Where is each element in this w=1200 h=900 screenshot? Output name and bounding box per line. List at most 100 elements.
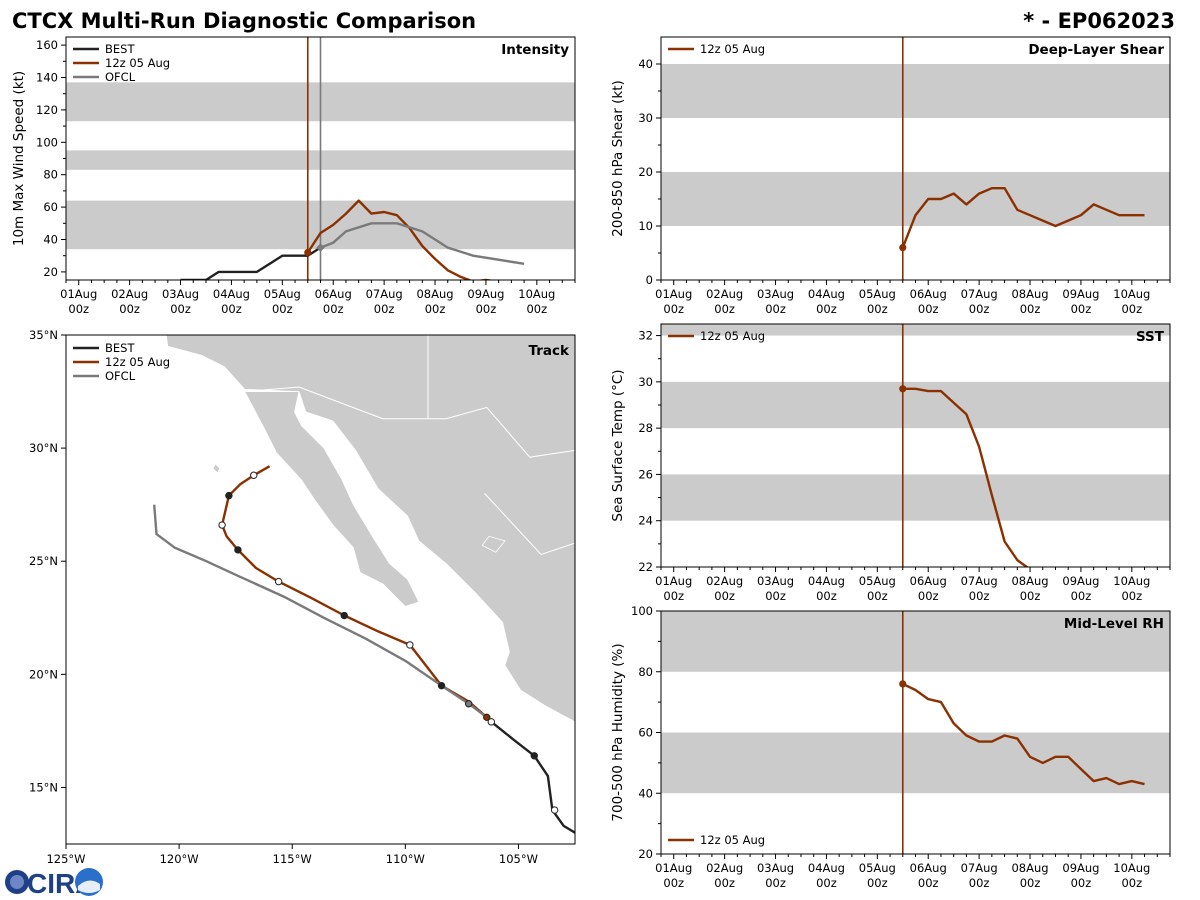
intensity-ytick-label-3: 80 [43,168,58,182]
track-series-ofcl [153,504,488,719]
track-marker-0 [550,806,559,814]
sst-title: SST [1136,329,1165,345]
track-xtick-label-0: 125°W [46,852,85,866]
shear-xtick-label-7: 08Aug [1011,287,1048,301]
intensity-ytick-label-1: 40 [43,233,58,247]
intensity-ytick-label-7: 160 [36,38,58,52]
intensity-legend-label-0: BEST [105,42,135,56]
intensity-xtick-sub-8: 00z [476,302,497,316]
track-marker-12 [250,471,258,479]
sst-xtick-sub-2: 00z [765,589,786,603]
rh-xtick-sub-2: 00z [765,876,786,890]
sst-ytick-label-3: 28 [638,421,653,435]
track-legend-label-2: OFCL [105,369,136,383]
sst-band-2 [661,324,1170,336]
sst-ytick-label-1: 24 [638,514,653,528]
intensity-xtick-sub-9: 00z [526,302,547,316]
sst-xtick-label-6: 07Aug [961,574,998,588]
rh-xtick-label-0: 01Aug [655,861,692,875]
intensity-xtick-sub-3: 00z [221,302,242,316]
intensity-title: Intensity [501,42,569,58]
track-land-mainland-detail [481,535,506,553]
shear-xtick-label-0: 01Aug [655,287,692,301]
rh-ytick-label-4: 100 [631,604,653,618]
intensity-panel: 2040608010012014016001Aug00z02Aug00z03Au… [11,36,576,316]
rh-ytick-label-2: 60 [638,726,653,740]
intensity-ytick-label-5: 120 [36,103,58,117]
shear-xtick-label-3: 04Aug [808,287,845,301]
sst-xtick-label-7: 08Aug [1011,574,1048,588]
shear-ytick-label-4: 40 [638,57,653,71]
track-ytick-label-4: 35°N [29,328,58,342]
rh-marker-0 [899,680,907,688]
shear-xtick-label-2: 03Aug [757,287,794,301]
intensity-xtick-sub-4: 00z [272,302,293,316]
intensity-xtick-sub-5: 00z [323,302,344,316]
track-border-mx-states [484,493,575,556]
sst-xtick-sub-3: 00z [816,589,837,603]
intensity-plot-area [66,37,575,280]
sst-xtick-label-4: 05Aug [859,574,896,588]
track-marker-7 [340,611,348,620]
track-xtick-label-1: 120°W [160,852,199,866]
shear-legend-label-0: 12z 05 Aug [700,42,765,56]
rh-xtick-sub-5: 00z [918,876,939,890]
intensity-xtick-label-4: 05Aug [264,287,301,301]
sst-xtick-label-8: 09Aug [1062,574,1099,588]
rh-xtick-label-5: 06Aug [910,861,947,875]
intensity-ytick-label-6: 140 [36,71,58,85]
sst-xtick-sub-0: 00z [663,589,684,603]
shear-xtick-label-8: 09Aug [1062,287,1099,301]
track-xtick-label-2: 115°W [273,852,312,866]
track-marker-9 [234,546,242,554]
intensity-xtick-sub-6: 00z [374,302,395,316]
sst-ytick-label-2: 26 [638,467,653,481]
track-legend-label-1: 12z 05 Aug [105,355,170,369]
track-ytick-label-2: 25°N [29,554,58,568]
rh-band-1 [661,611,1170,672]
sst-xtick-sub-8: 00z [1071,589,1092,603]
track-marker-2 [487,718,495,726]
rh-xtick-label-1: 02Aug [706,861,743,875]
storm-id: * - EP062023 [1023,9,1175,33]
rh-xtick-sub-9: 00z [1121,876,1142,890]
sst-xtick-sub-7: 00z [1020,589,1041,603]
rh-xtick-label-9: 10Aug [1113,861,1150,875]
sst-plot-area [661,324,1170,567]
intensity-xtick-sub-7: 00z [425,302,446,316]
rh-xtick-sub-3: 00z [816,876,837,890]
intensity-xtick-sub-1: 00z [119,302,140,316]
shear-xtick-sub-7: 00z [1020,302,1041,316]
intensity-legend-label-2: OFCL [105,70,136,84]
sst-ytick-label-0: 22 [638,560,653,574]
intensity-xtick-label-2: 03Aug [162,287,199,301]
figure-title: CTCX Multi-Run Diagnostic Comparison [12,9,476,33]
track-marker-5 [437,681,446,690]
shear-xtick-sub-1: 00z [714,302,735,316]
rh-xtick-label-8: 09Aug [1062,861,1099,875]
sst-xtick-label-9: 10Aug [1113,574,1150,588]
intensity-xtick-label-8: 09Aug [467,287,504,301]
rh-xtick-sub-8: 00z [1071,876,1092,890]
shear-panel: 01020304001Aug00z02Aug00z03Aug00z04Aug00… [610,36,1171,316]
rh-series-12z-05-aug [902,682,1145,786]
sst-ylabel: Sea Surface Temp (°C) [610,369,626,521]
intensity-xtick-label-5: 06Aug [315,287,352,301]
shear-marker-0 [899,244,907,252]
track-marker-10 [218,521,226,529]
track-border-us-mx [244,386,575,458]
shear-plot-area [661,37,1170,280]
shear-ytick-label-3: 30 [638,111,653,125]
track-ytick-label-1: 20°N [29,667,58,681]
shear-xtick-sub-9: 00z [1121,302,1142,316]
cira-logo-globe-left-inner [10,875,24,889]
rh-xtick-sub-1: 00z [714,876,735,890]
track-frame [65,334,576,845]
sst-xtick-sub-4: 00z [867,589,888,603]
rh-band-0 [661,732,1170,794]
shear-ytick-label-1: 10 [638,219,653,233]
intensity-ytick-label-0: 20 [43,265,58,279]
intensity-ytick-label-2: 60 [43,200,58,214]
rh-title: Mid-Level RH [1064,616,1164,632]
